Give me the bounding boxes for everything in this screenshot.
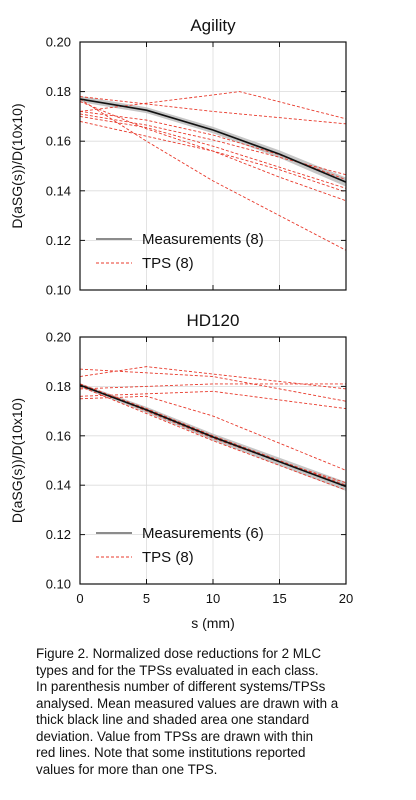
y-tick-label: 0.20 [46,35,71,50]
tps-line-8 [80,98,346,251]
caption-line: In parenthesis number of different syste… [36,679,326,694]
tps-line-1 [80,91,346,120]
tps-line-2 [80,96,346,125]
y-tick-label: 0.16 [46,134,71,149]
y-tick-label: 0.14 [46,183,71,198]
legend-label-tps: TPS (8) [142,255,194,272]
panel-title: HD120 [187,311,240,330]
caption-line: deviation. Value from TPSs are drawn wit… [36,728,314,744]
chart-panel-1: 0.10 0.12 0.14 0.16 0.18 0.20 Agility D(aSG(s))… [9,16,347,298]
y-tick-label: 0.20 [46,330,71,345]
x-tick-label: 5 [143,591,150,606]
tps-line-7 [80,385,346,491]
caption-line: types and for the TPSs evaluated in each… [36,662,319,678]
tps-line-7 [80,101,346,202]
y-tick-label: 0.12 [46,527,71,542]
y-tick-label: 0.10 [46,577,71,592]
y-tick-label: 0.18 [46,379,71,394]
tps-line-1 [80,366,346,390]
figure: 0.10 0.12 0.14 0.16 0.18 0.20 Agility D(aSG(s))… [9,16,353,631]
legend-label-tps: TPS (8) [142,549,194,566]
x-axis-label: s (mm) [191,615,235,631]
caption-line: red lines. Note that some institutions r… [36,745,306,760]
legend-label-measurements: Measurements (6) [142,525,264,542]
legend-label-measurements: Measurements (8) [142,231,264,248]
caption-line: Figure 2. Normalized dose reductions for… [36,646,322,661]
y-tick-label: 0.14 [46,478,71,493]
caption-line: values for more than one TPS. [36,761,218,777]
y-tick-label: 0.10 [46,283,71,298]
measurement-mean-line [80,384,346,488]
figure-caption: Figure 2. Normalized dose reductions for… [36,646,382,778]
tps-line-5 [80,395,346,471]
tps-line-4 [80,390,346,410]
y-axis-label: D(aSG(s))/D(10x10) [9,398,25,523]
tps-line-5 [80,115,346,189]
x-tick-label: 20 [339,591,353,606]
y-tick-label: 0.16 [46,428,71,443]
caption-line: analysed. Mean measured values are drawn… [36,695,339,711]
x-tick-label: 15 [272,591,286,606]
panel-title: Agility [190,16,236,35]
x-tick-label: 10 [206,591,220,606]
y-tick-label: 0.12 [46,233,71,248]
tps-line-3 [80,110,346,181]
x-tick-label: 0 [76,591,83,606]
y-axis-label: D(aSG(s))/D(10x10) [9,103,25,228]
measurement-mean-line [80,98,346,183]
measurement-std-band [80,96,346,187]
chart-panel-2: 0.10 0.12 0.14 0.16 0.18 0.20 0 5 10 15 20 HD120 D(a… [9,311,353,631]
y-tick-label: 0.18 [46,84,71,99]
caption-line: thick black line and shaded area one sta… [36,712,310,727]
figure-svg: 0.10 0.12 0.14 0.16 0.18 0.20 Agility D(aSG(s))… [9,16,353,631]
tps-line-2 [80,383,346,390]
